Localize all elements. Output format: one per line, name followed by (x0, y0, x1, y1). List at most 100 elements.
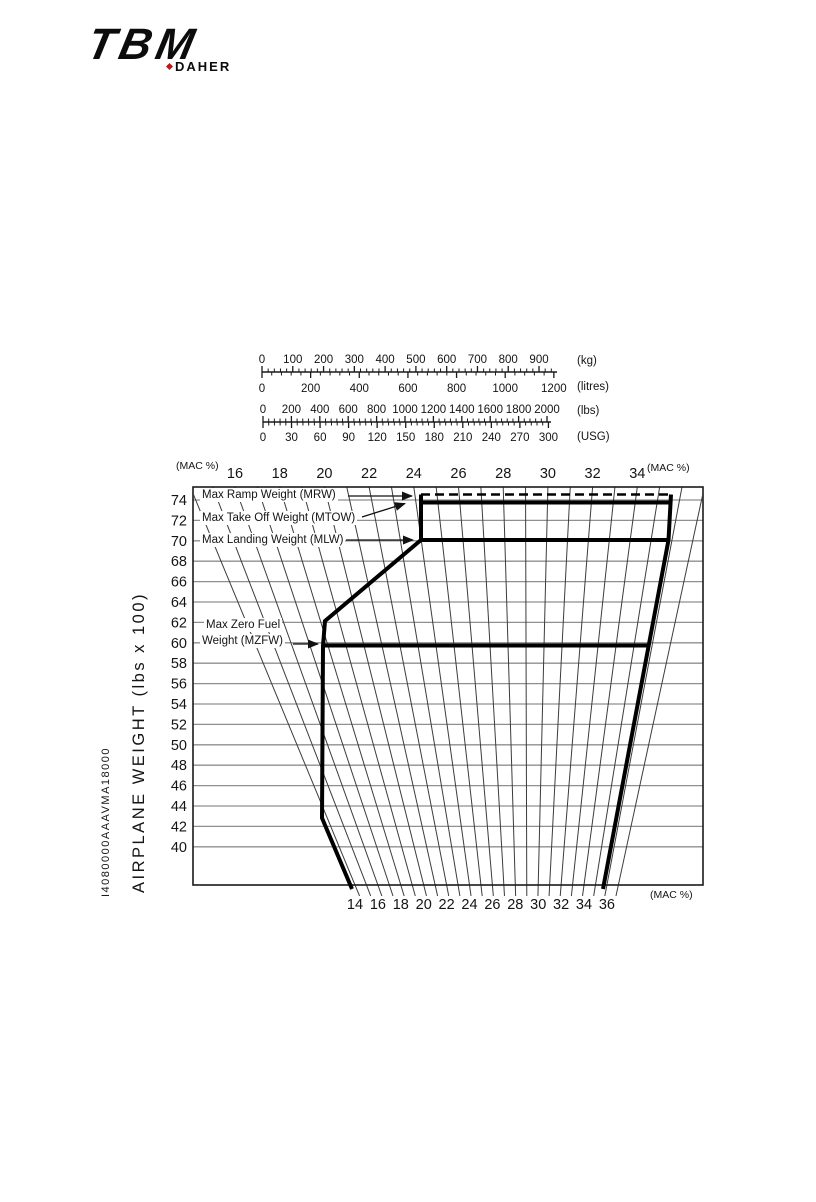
mac-bottom-tick-label: 34 (576, 897, 592, 913)
ruler-tick-label: 400 (350, 383, 369, 395)
ruler-tick-label: 600 (398, 383, 417, 395)
ruler-tick-label: 1000 (392, 404, 418, 416)
ruler-tick-label: 300 (539, 432, 558, 444)
weight-tick-label: 64 (171, 595, 187, 611)
weight-tick-label: 50 (171, 738, 187, 754)
limit-label-mrw: Max Ramp Weight (MRW) (200, 488, 338, 502)
ruler-tick-label: 240 (482, 432, 501, 444)
weight-tick-label: 56 (171, 677, 187, 693)
ruler-tick-label: 700 (468, 354, 487, 366)
weight-tick-label: 46 (171, 779, 187, 795)
cg-envelope (319, 493, 673, 890)
mac-bottom-tick-label: 20 (416, 897, 432, 913)
ruler-tick-label: 1000 (492, 383, 518, 395)
mac-top-tick-label: 18 (272, 466, 288, 482)
unit-label-litres: (litres) (577, 381, 609, 393)
fuel-ruler-imperial: 0 200 400 600 800 1000 1200 1400 1600 1800 2000 0 30… (260, 404, 560, 444)
mac-top-tick-label: 22 (361, 466, 377, 482)
ruler-tick-label: 600 (339, 404, 358, 416)
mac-top-tick-label: 26 (450, 466, 466, 482)
unit-label-usg: (USG) (577, 431, 610, 443)
ruler-tick-label: 150 (396, 432, 415, 444)
weight-tick-label: 52 (171, 717, 187, 733)
ruler-tick-label: 100 (283, 354, 302, 366)
limit-label-mzfw-line1: Max Zero Fuel (204, 618, 283, 632)
mac-top-tick-label: 16 (227, 466, 243, 482)
mac-top-tick-label: 30 (540, 466, 556, 482)
ruler-tick-label: 0 (259, 354, 265, 366)
weight-tick-label: 44 (171, 799, 187, 815)
mac-top-tick-label: 28 (495, 466, 511, 482)
ruler-tick-label: 900 (529, 354, 548, 366)
unit-label-lbs: (lbs) (577, 405, 600, 417)
ruler-tick-label: 400 (310, 404, 329, 416)
mac-bottom-tick-label: 18 (393, 897, 409, 913)
ruler-tick-label: 800 (447, 383, 466, 395)
ruler-tick-label: 200 (282, 404, 301, 416)
ruler-tick-label: 1600 (477, 404, 503, 416)
mac-top-tick-label: 34 (629, 466, 645, 482)
weight-tick-label: 68 (171, 554, 187, 570)
ruler-tick-label: 210 (453, 432, 472, 444)
mac-fan-lines (193, 487, 703, 896)
weight-tick-label: 62 (171, 615, 187, 631)
weight-tick-label: 74 (171, 493, 187, 509)
ruler-tick-label: 800 (367, 404, 386, 416)
ruler-tick-label: 2000 (534, 404, 560, 416)
mac-bottom-tick-label: 16 (370, 897, 386, 913)
mac-bottom-tick-label: 32 (553, 897, 569, 913)
weight-tick-label: 60 (171, 636, 187, 652)
mac-bottom-tick-label: 30 (530, 897, 546, 913)
mac-top-tick-label: 20 (316, 466, 332, 482)
limit-arrows (293, 491, 414, 649)
ruler-tick-label: 1200 (421, 404, 447, 416)
ruler-tick-label: 600 (437, 354, 456, 366)
ruler-tick-label: 0 (259, 383, 265, 395)
ruler-tick-label: 300 (345, 354, 364, 366)
weight-tick-label: 40 (171, 840, 187, 856)
ruler-tick-label: 270 (510, 432, 529, 444)
mac-top-tick-label: 32 (585, 466, 601, 482)
mac-bottom-tick-label: 36 (599, 897, 615, 913)
y-axis-title: AIRPLANE WEIGHT (lbs x 100) (130, 591, 148, 893)
weight-tick-label: 48 (171, 758, 187, 774)
weight-tick-label: 54 (171, 697, 187, 713)
weight-tick-label: 58 (171, 656, 187, 672)
ruler-tick-label: 200 (301, 383, 320, 395)
weight-tick-label: 72 (171, 513, 187, 529)
ruler-tick-label: 400 (376, 354, 395, 366)
weight-gridlines (193, 499, 703, 848)
mac-bottom-tick-label: 14 (347, 897, 363, 913)
ruler-tick-label: 1200 (541, 383, 567, 395)
mac-bottom-tick-label: 28 (507, 897, 523, 913)
weight-tick-label: 70 (171, 534, 187, 550)
ruler-tick-label: 800 (499, 354, 518, 366)
logo-daher: DAHER (165, 59, 232, 74)
limit-label-mtow: Max Take Off Weight (MTOW) (200, 511, 358, 525)
logo-daher-text: DAHER (175, 59, 232, 74)
mac-bottom-tick-label: 24 (461, 897, 477, 913)
fuel-ruler-metric: 0 100 200 300 400 500 600 700 800 900 0 200 400 600 80… (259, 354, 567, 395)
ruler-tick-label: 180 (425, 432, 444, 444)
limit-label-mzfw-line2: Weight (MZFW) (200, 634, 285, 648)
weight-tick-label: 66 (171, 575, 187, 591)
ruler-tick-label: 1800 (506, 404, 532, 416)
ruler-tick-label: 60 (314, 432, 327, 444)
limit-label-mlw: Max Landing Weight (MLW) (200, 533, 346, 547)
mac-caption-bottom: (MAC %) (650, 889, 693, 901)
mac-caption-top-left: (MAC %) (176, 460, 219, 472)
ruler-tick-label: 0 (260, 432, 266, 444)
ruler-tick-label: 30 (285, 432, 298, 444)
ruler-tick-label: 120 (368, 432, 387, 444)
mac-bottom-tick-label: 26 (484, 897, 500, 913)
chart-border (192, 486, 704, 886)
mac-top-tick-label: 24 (406, 466, 422, 482)
weight-tick-label: 42 (171, 819, 187, 835)
document-code: I4080000AAAVMA18000 (100, 747, 112, 897)
mac-caption-top-right: (MAC %) (647, 462, 690, 474)
ruler-tick-label: 200 (314, 354, 333, 366)
mac-bottom-tick-label: 22 (439, 897, 455, 913)
ruler-tick-label: 500 (406, 354, 425, 366)
